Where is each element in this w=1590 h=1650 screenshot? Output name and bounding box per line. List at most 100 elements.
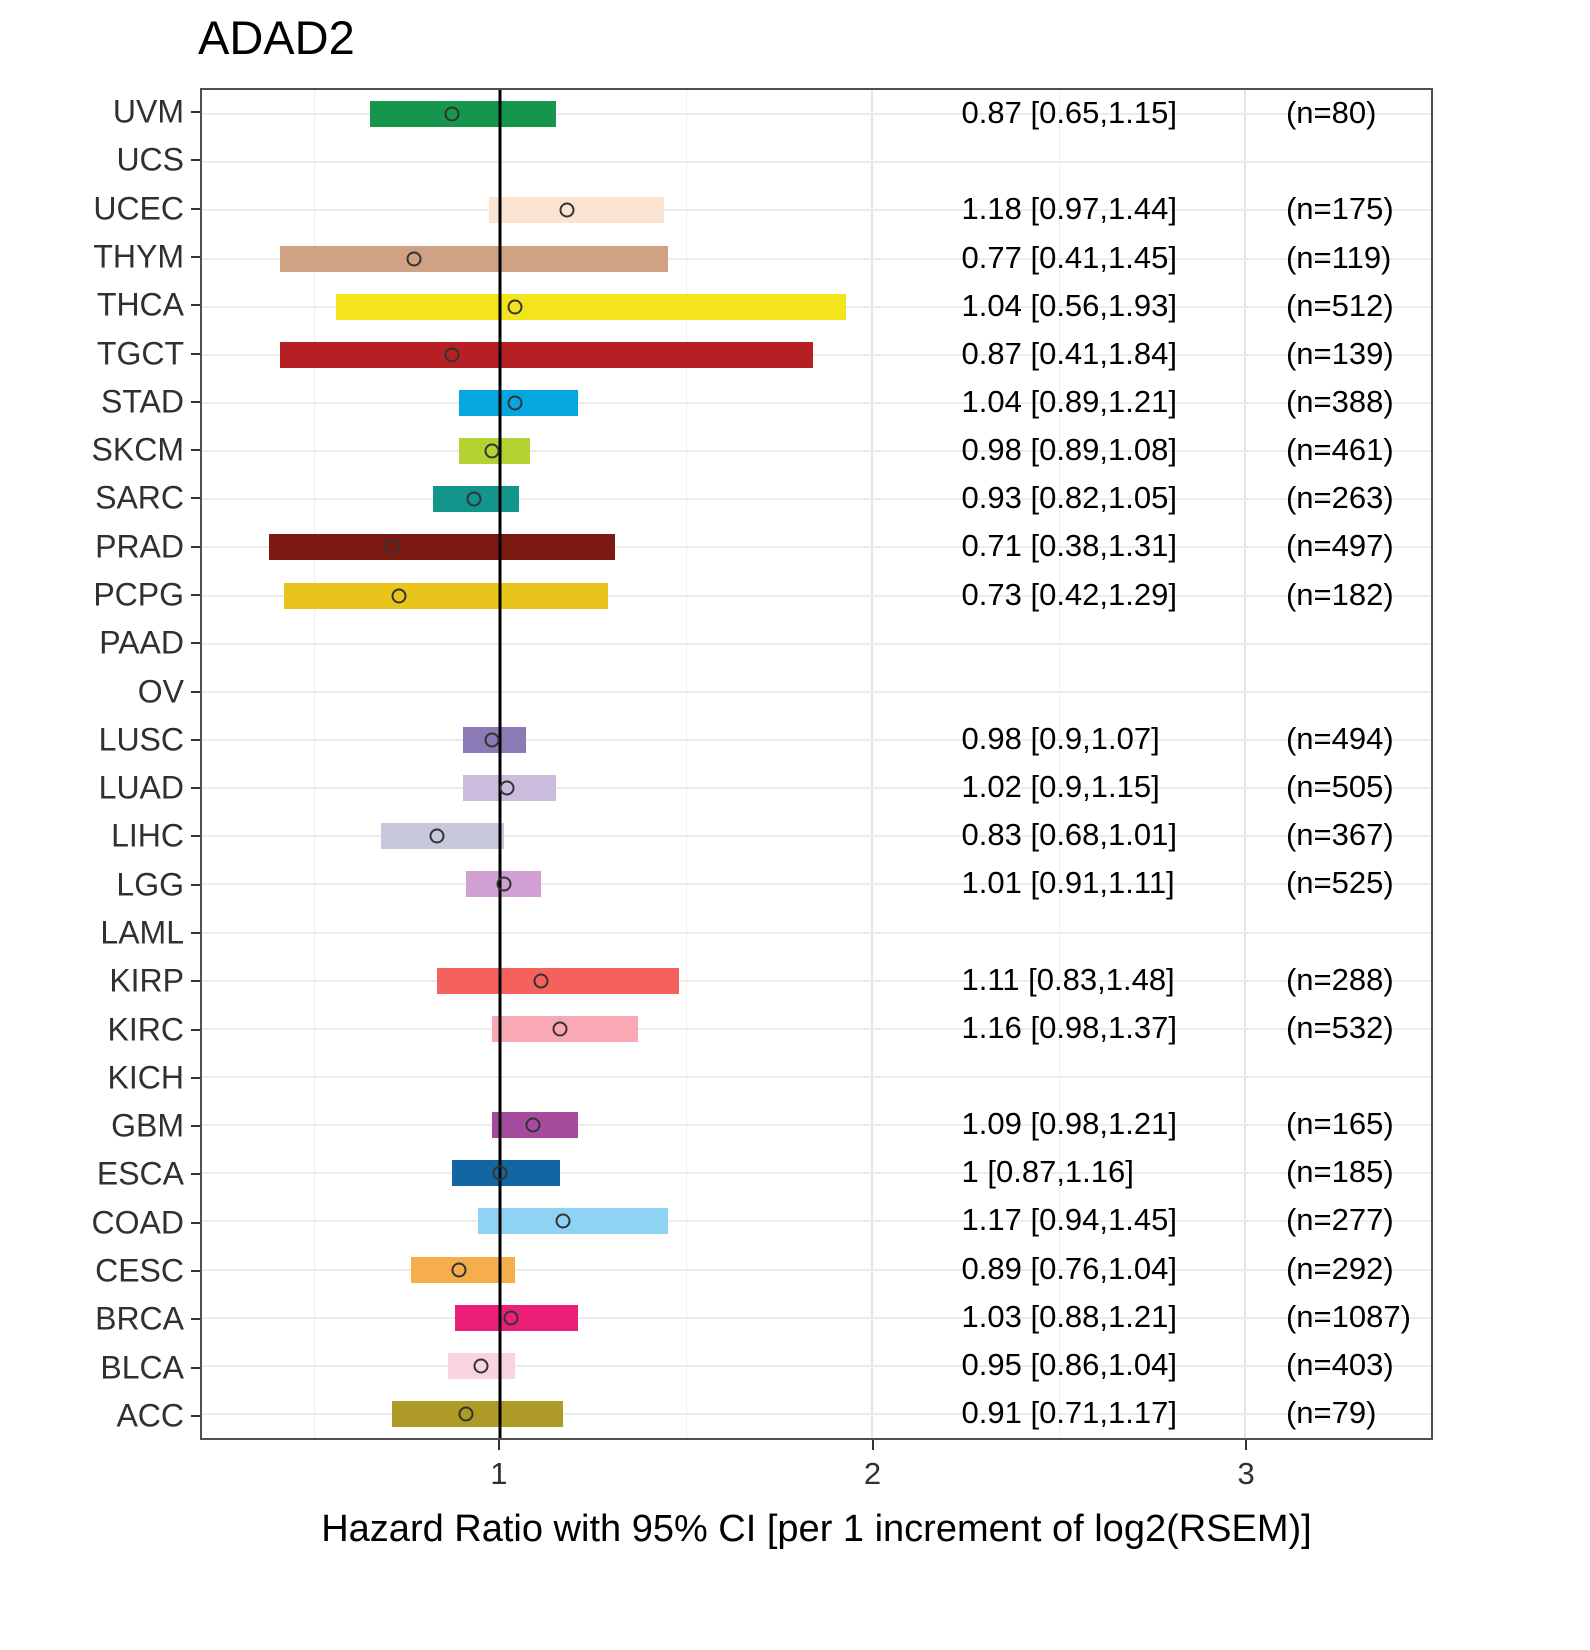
y-axis-tick — [191, 1125, 200, 1128]
sample-size-text: (n=263) — [1285, 480, 1394, 516]
y-axis-tick — [191, 207, 200, 210]
y-axis-tick — [191, 256, 200, 258]
y-axis-label: ESCA — [96, 1155, 184, 1192]
y-axis-tick — [191, 1414, 200, 1417]
ci-bar — [436, 967, 679, 994]
sample-size-text: (n=512) — [1285, 287, 1394, 323]
hr-ci-text: 0.98 [0.9,1.07] — [961, 720, 1160, 756]
y-gridline — [202, 883, 1431, 886]
y-gridline — [202, 353, 1431, 356]
ci-bar — [391, 1400, 564, 1427]
sample-size-text: (n=79) — [1285, 1394, 1377, 1430]
hr-ci-text: 1.03 [0.88,1.21] — [961, 1298, 1177, 1334]
x-axis-tick — [871, 1440, 874, 1450]
y-gridline — [202, 498, 1431, 501]
hr-ci-text: 0.95 [0.86,1.04] — [961, 1346, 1177, 1382]
y-axis-tick — [191, 1076, 200, 1079]
hr-point — [429, 828, 445, 844]
x-gridline-minor — [1058, 90, 1060, 1438]
y-axis-label: LGG — [116, 866, 184, 903]
y-axis-label: BLCA — [100, 1349, 184, 1386]
y-axis-label: GBM — [111, 1107, 184, 1144]
y-axis-tick — [191, 1173, 200, 1176]
x-gridline-minor — [1431, 90, 1432, 1438]
sample-size-text: (n=403) — [1285, 1346, 1394, 1382]
sample-size-text: (n=175) — [1285, 191, 1394, 227]
y-axis-tick — [191, 304, 200, 307]
y-axis-tick — [191, 787, 200, 790]
y-axis-tick — [191, 738, 200, 741]
ci-bar — [488, 197, 664, 224]
y-axis-label: STAD — [101, 383, 184, 420]
y-axis-label: OV — [137, 673, 184, 710]
y-axis-label: LUAD — [98, 769, 184, 806]
x-axis-tick — [497, 1440, 500, 1450]
ci-bar — [477, 1208, 668, 1235]
sample-size-text: (n=525) — [1285, 865, 1394, 901]
hr-point — [552, 1021, 568, 1037]
sample-size-text: (n=292) — [1285, 1250, 1394, 1286]
sample-size-text: (n=388) — [1285, 383, 1394, 419]
y-axis: UVM UCS UCEC THYM THCA TGCT STAD SKCM SARC PRAD PC… — [0, 88, 200, 1440]
y-axis-label: KICH — [107, 1059, 184, 1096]
y-gridline — [202, 1220, 1431, 1223]
hr-ci-text: 0.89 [0.76,1.04] — [961, 1250, 1177, 1286]
y-gridline — [202, 1172, 1431, 1175]
y-axis-label: LAML — [100, 914, 184, 951]
hr-ci-text: 0.87 [0.41,1.84] — [961, 335, 1177, 371]
x-axis-tick-label: 1 — [490, 1456, 508, 1491]
y-axis-label: CESC — [95, 1252, 184, 1289]
y-axis-label: PAAD — [99, 624, 184, 661]
ci-bar — [280, 341, 813, 368]
hr-point — [451, 1262, 467, 1277]
hr-point — [492, 1165, 508, 1181]
x-gridline-minor — [313, 90, 315, 1438]
y-axis-tick — [191, 980, 200, 983]
hr-point — [484, 443, 500, 459]
ci-bar — [280, 245, 668, 272]
hr-ci-text: 1.17 [0.94,1.45] — [961, 1202, 1177, 1238]
sample-size-text: (n=497) — [1285, 528, 1394, 564]
hr-point — [559, 202, 575, 218]
y-axis-tick — [191, 352, 200, 355]
y-gridline — [202, 1075, 1431, 1078]
y-gridline — [202, 161, 1431, 164]
y-gridline — [202, 835, 1431, 838]
hr-point — [484, 732, 500, 748]
y-gridline — [202, 257, 1431, 260]
hr-ci-text: 0.73 [0.42,1.29] — [961, 576, 1177, 612]
y-axis-tick — [191, 932, 200, 934]
y-axis-tick — [191, 159, 200, 162]
hr-ci-text: 0.83 [0.68,1.01] — [961, 817, 1177, 853]
y-axis-label: SARC — [95, 479, 184, 516]
y-axis-tick — [191, 1221, 200, 1224]
hr-ci-text: 1.04 [0.56,1.93] — [961, 287, 1177, 323]
y-axis-tick — [191, 1366, 200, 1369]
hr-ci-text: 1.02 [0.9,1.15] — [961, 768, 1160, 804]
y-gridline — [202, 642, 1431, 645]
hr-ci-text: 0.98 [0.89,1.08] — [961, 431, 1177, 467]
sample-size-text: (n=119) — [1285, 239, 1392, 275]
y-axis-label: PCPG — [93, 576, 184, 613]
hr-ci-text: 0.71 [0.38,1.31] — [961, 528, 1177, 564]
hr-point — [499, 780, 515, 796]
sample-size-text: (n=182) — [1285, 576, 1394, 612]
x-gridline-major — [1243, 90, 1246, 1438]
ci-bar — [269, 534, 616, 561]
sample-size-text: (n=165) — [1285, 1105, 1394, 1141]
hr-ci-text: 1.11 [0.83,1.48] — [961, 961, 1175, 997]
hr-point — [503, 1310, 519, 1326]
y-axis-tick — [191, 642, 200, 645]
y-axis-label: THYM — [93, 238, 184, 275]
sample-size-text: (n=139) — [1285, 335, 1394, 371]
sample-size-text: (n=461) — [1285, 431, 1394, 467]
y-axis-tick — [191, 545, 200, 548]
sample-size-text: (n=367) — [1285, 817, 1394, 853]
x-axis-tick-label: 3 — [1237, 1456, 1255, 1491]
y-gridline — [202, 979, 1431, 982]
hr-point — [466, 491, 482, 507]
y-axis-tick — [191, 400, 200, 403]
hr-ci-text: 0.77 [0.41,1.45] — [961, 239, 1177, 275]
hr-ci-text: 1.18 [0.97,1.44] — [961, 191, 1177, 227]
